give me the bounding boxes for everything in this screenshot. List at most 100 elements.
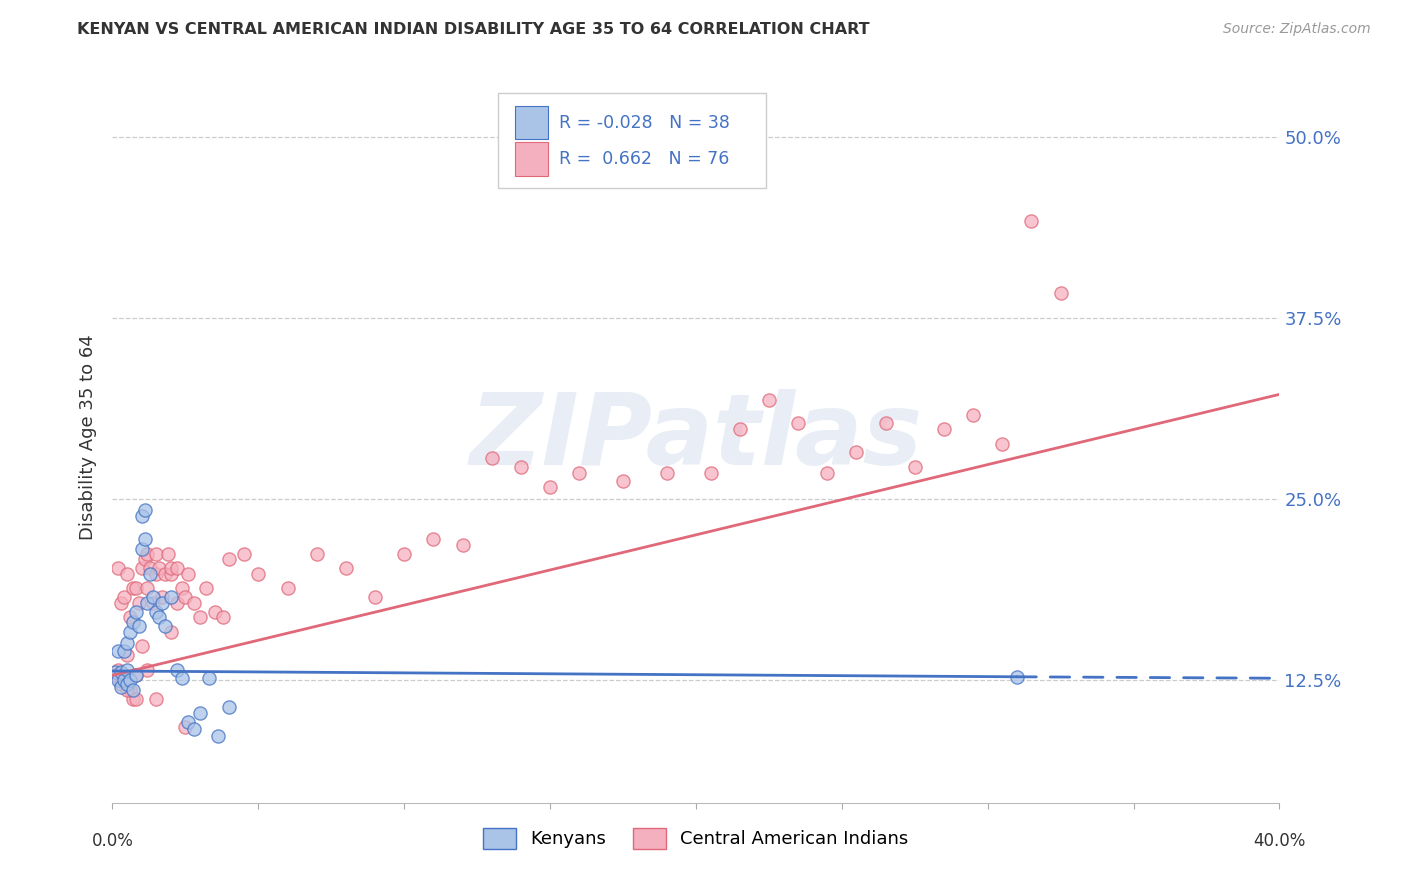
Point <box>148 610 170 624</box>
Point <box>139 561 162 575</box>
Point <box>728 422 751 436</box>
Point <box>218 552 240 566</box>
Point <box>160 590 183 604</box>
Point <box>136 547 159 561</box>
Point <box>115 636 138 650</box>
Point <box>815 466 838 480</box>
Point <box>131 508 153 523</box>
Point <box>655 466 678 480</box>
Point <box>107 673 129 687</box>
Point <box>1005 670 1028 684</box>
Point <box>104 665 127 680</box>
Point <box>481 451 503 466</box>
Point <box>1021 213 1043 227</box>
Point <box>145 547 167 561</box>
Point <box>218 700 240 714</box>
Point <box>142 596 165 610</box>
Point <box>538 480 561 494</box>
Point <box>136 663 159 677</box>
Point <box>110 665 132 680</box>
FancyBboxPatch shape <box>515 106 548 139</box>
Point <box>118 610 141 624</box>
Point <box>131 561 153 575</box>
Point <box>131 640 153 654</box>
Point <box>335 561 357 575</box>
Point <box>177 566 200 581</box>
Point <box>904 459 927 474</box>
Point <box>194 582 217 596</box>
Point <box>122 615 145 629</box>
Point <box>145 691 167 706</box>
Point <box>172 671 194 685</box>
Point <box>207 729 229 743</box>
Text: R = -0.028   N = 38: R = -0.028 N = 38 <box>560 113 730 131</box>
Y-axis label: Disability Age 35 to 64: Disability Age 35 to 64 <box>79 334 97 540</box>
Text: KENYAN VS CENTRAL AMERICAN INDIAN DISABILITY AGE 35 TO 64 CORRELATION CHART: KENYAN VS CENTRAL AMERICAN INDIAN DISABI… <box>77 22 870 37</box>
Point <box>142 590 165 604</box>
Point <box>110 596 132 610</box>
Point <box>125 605 148 619</box>
Point <box>247 566 270 581</box>
Point <box>122 582 145 596</box>
Point <box>115 566 138 581</box>
Point <box>136 596 159 610</box>
Point <box>104 668 127 682</box>
Point <box>118 682 141 697</box>
Point <box>305 547 328 561</box>
Point <box>125 668 148 682</box>
Point <box>134 503 156 517</box>
Point <box>932 422 955 436</box>
Point <box>156 547 179 561</box>
Point <box>394 547 416 561</box>
Point <box>110 680 132 694</box>
Point <box>153 566 176 581</box>
Point <box>148 561 170 575</box>
Point <box>197 671 219 685</box>
Point <box>118 673 141 687</box>
Point <box>232 547 254 561</box>
Text: Source: ZipAtlas.com: Source: ZipAtlas.com <box>1223 22 1371 37</box>
Point <box>115 648 138 662</box>
Point <box>139 566 162 581</box>
Point <box>166 596 188 610</box>
Point <box>128 596 150 610</box>
Point <box>150 590 173 604</box>
Point <box>183 596 205 610</box>
Point <box>1049 285 1071 300</box>
Point <box>122 682 145 697</box>
Point <box>166 561 188 575</box>
Point <box>962 408 984 422</box>
Point <box>172 582 194 596</box>
Point <box>134 532 156 546</box>
FancyBboxPatch shape <box>515 143 548 176</box>
Text: 0.0%: 0.0% <box>91 831 134 850</box>
Point <box>276 582 298 596</box>
Point <box>188 706 211 720</box>
Text: R =  0.662   N = 76: R = 0.662 N = 76 <box>560 150 730 168</box>
FancyBboxPatch shape <box>498 94 766 188</box>
Point <box>131 542 153 557</box>
Point <box>145 605 167 619</box>
Point <box>166 663 188 677</box>
Point <box>612 475 634 489</box>
Point <box>160 566 183 581</box>
Point <box>177 714 200 729</box>
Point <box>136 582 159 596</box>
Point <box>188 610 211 624</box>
Point <box>115 663 138 677</box>
Point <box>364 590 387 604</box>
Legend: Kenyans, Central American Indians: Kenyans, Central American Indians <box>477 821 915 856</box>
Point <box>991 436 1014 450</box>
Point <box>125 668 148 682</box>
Point <box>174 590 197 604</box>
Point <box>699 466 721 480</box>
Point <box>110 677 132 691</box>
Point <box>212 610 235 624</box>
Point <box>134 552 156 566</box>
Text: ZIPatlas: ZIPatlas <box>470 389 922 485</box>
Point <box>845 445 868 459</box>
Point <box>112 668 135 682</box>
Point <box>451 538 474 552</box>
Point <box>107 644 129 658</box>
Point <box>118 624 141 639</box>
